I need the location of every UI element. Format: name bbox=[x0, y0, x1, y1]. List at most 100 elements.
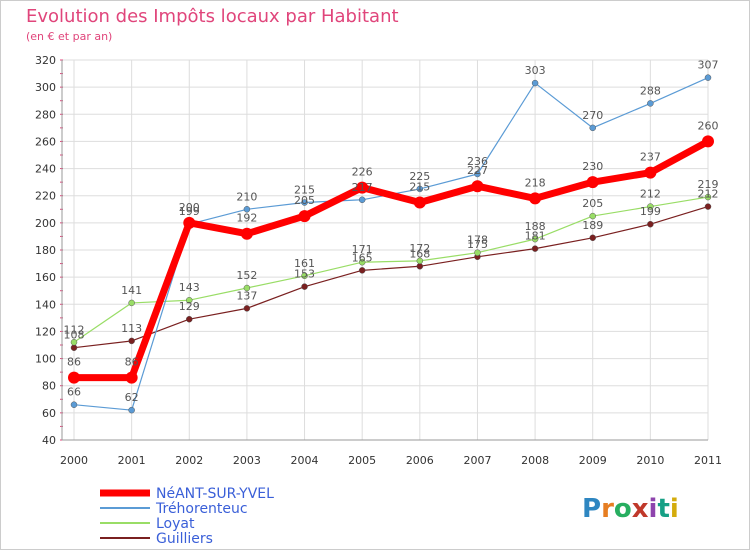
data-label: 86 bbox=[125, 356, 139, 369]
data-point bbox=[186, 296, 193, 304]
data-label: 215 bbox=[409, 181, 430, 194]
x-tick-label: 2001 bbox=[118, 454, 146, 467]
data-label: 218 bbox=[525, 176, 546, 189]
data-label: 192 bbox=[236, 212, 257, 225]
data-point bbox=[70, 401, 78, 408]
x-tick-label: 2003 bbox=[233, 454, 261, 467]
y-tick-label: 240 bbox=[35, 163, 56, 176]
data-point bbox=[416, 185, 424, 193]
data-label: 112 bbox=[64, 323, 85, 336]
data-label: 200 bbox=[179, 201, 200, 214]
chart-subtitle: (en € et par an) bbox=[26, 30, 112, 43]
data-label: 205 bbox=[582, 197, 603, 210]
series-line-2 bbox=[73, 196, 709, 343]
data-label: 143 bbox=[179, 281, 200, 294]
data-point bbox=[474, 170, 481, 178]
data-point bbox=[589, 212, 596, 220]
data-label: 307 bbox=[698, 59, 719, 72]
data-point bbox=[183, 216, 196, 229]
data-point bbox=[647, 100, 654, 107]
data-point bbox=[531, 79, 539, 87]
x-tick-label: 2005 bbox=[348, 454, 376, 467]
y-tick-label: 160 bbox=[35, 271, 56, 284]
data-label: 188 bbox=[525, 220, 546, 233]
data-label: 205 bbox=[294, 194, 315, 207]
data-point bbox=[704, 193, 712, 201]
data-label: 199 bbox=[179, 205, 200, 218]
data-label: 270 bbox=[582, 109, 603, 122]
data-label: 215 bbox=[294, 184, 315, 197]
data-point bbox=[356, 181, 369, 194]
legend-label: NéANT-SUR-YVEL bbox=[156, 486, 274, 502]
data-label: 260 bbox=[698, 119, 719, 132]
data-label: 288 bbox=[640, 84, 661, 97]
data-label: 86 bbox=[67, 356, 81, 369]
axes: 40 60 80 100 120 140 160 180 200 220 240 260 280 300 3… bbox=[35, 54, 722, 467]
data-point bbox=[68, 371, 80, 384]
data-point bbox=[647, 220, 654, 228]
data-label: 168 bbox=[409, 247, 430, 260]
y-tick-label: 280 bbox=[35, 108, 56, 121]
y-tick-label: 260 bbox=[35, 135, 56, 148]
data-point bbox=[647, 203, 654, 210]
data-label: 66 bbox=[67, 386, 81, 399]
data-point bbox=[243, 305, 251, 312]
data-point bbox=[704, 74, 712, 81]
data-label: 219 bbox=[698, 178, 719, 191]
y-tick-label: 80 bbox=[42, 380, 56, 393]
data-point bbox=[301, 272, 308, 280]
data-point bbox=[531, 235, 539, 243]
data-point bbox=[586, 176, 599, 189]
x-tick-label: 2007 bbox=[463, 454, 491, 467]
data-label: 152 bbox=[236, 269, 257, 282]
y-tick-label: 300 bbox=[35, 81, 56, 94]
data-label: 189 bbox=[582, 219, 603, 232]
data-point bbox=[416, 257, 424, 265]
series-lines bbox=[68, 74, 714, 414]
x-tick-label: 2006 bbox=[406, 454, 434, 467]
data-label: 230 bbox=[582, 160, 603, 173]
data-label: 181 bbox=[525, 230, 546, 243]
data-point bbox=[358, 196, 366, 204]
data-point bbox=[128, 406, 135, 414]
data-label: 161 bbox=[294, 257, 315, 270]
data-point bbox=[243, 206, 251, 213]
data-point bbox=[243, 284, 251, 292]
data-point bbox=[70, 344, 78, 351]
data-point bbox=[125, 371, 138, 384]
data-label: 210 bbox=[236, 190, 257, 203]
data-point bbox=[471, 180, 484, 193]
data-label: 226 bbox=[352, 166, 373, 179]
data-point bbox=[301, 283, 308, 290]
x-tick-label: 2008 bbox=[521, 454, 549, 467]
data-label: 165 bbox=[352, 251, 373, 264]
data-point bbox=[531, 245, 539, 252]
data-label: 236 bbox=[467, 155, 488, 168]
grid bbox=[62, 59, 709, 441]
data-point bbox=[358, 258, 366, 266]
series-line-0 bbox=[74, 138, 710, 382]
data-point bbox=[589, 124, 596, 132]
data-point bbox=[128, 337, 135, 345]
y-tick-label: 40 bbox=[42, 434, 56, 447]
x-tick-label: 2010 bbox=[636, 454, 664, 467]
legend-label: Loyat bbox=[156, 516, 195, 532]
data-label: 217 bbox=[352, 181, 373, 194]
data-label: 212 bbox=[640, 188, 661, 201]
data-label: 153 bbox=[294, 268, 315, 281]
data-label: 137 bbox=[236, 289, 257, 302]
data-point bbox=[186, 315, 193, 323]
data-point bbox=[529, 192, 542, 205]
x-tick-label: 2002 bbox=[175, 454, 203, 467]
x-tick-label: 2009 bbox=[579, 454, 607, 467]
y-tick-label: 220 bbox=[35, 190, 56, 203]
data-label: 175 bbox=[467, 238, 488, 251]
data-label: 141 bbox=[121, 284, 142, 297]
y-tick-label: 320 bbox=[35, 54, 56, 67]
x-tick-label: 2011 bbox=[694, 454, 722, 467]
data-point bbox=[589, 234, 596, 242]
data-label: 62 bbox=[125, 391, 139, 404]
